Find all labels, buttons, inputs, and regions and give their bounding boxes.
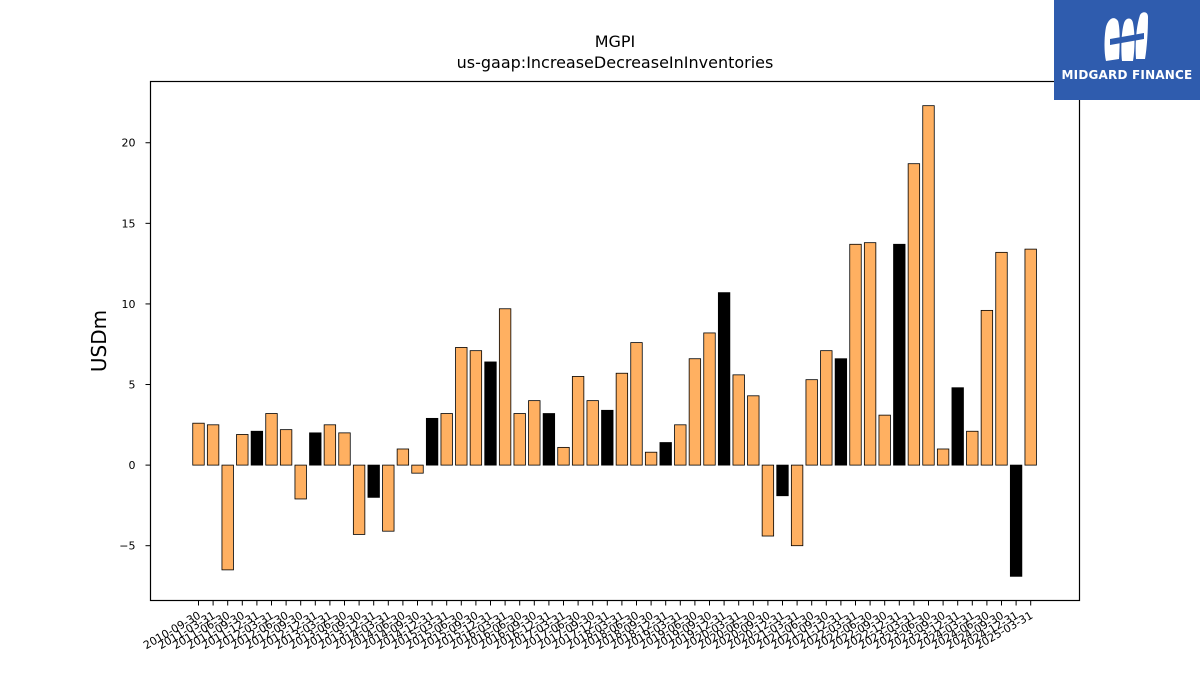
bar-2012-09-30 (294, 464, 307, 500)
bar-2011-09-30 (236, 434, 249, 466)
bar-2013-03-31 (323, 424, 337, 466)
bar-2023-06-30 (922, 105, 935, 466)
bar-2021-03-31 (790, 464, 804, 547)
y-axis: −5 0 5 10 15 20 (119, 137, 151, 553)
bar-2018-06-30 (630, 342, 643, 466)
bar-2023-12-31 (951, 387, 964, 466)
bar-2016-03-31 (498, 308, 512, 466)
bar-2011-12-31 (250, 430, 264, 466)
bar-2020-09-30 (761, 464, 775, 537)
bar-2018-09-30 (644, 451, 658, 466)
bar-2016-09-30 (528, 400, 541, 466)
bar-2021-12-31 (834, 358, 848, 466)
bar-2023-03-31 (907, 163, 921, 466)
bar-2012-03-31 (265, 413, 278, 466)
brand-logo: MIDGARD FINANCE (1054, 0, 1200, 100)
bar-2022-12-31 (893, 243, 906, 466)
bar-2022-06-30 (863, 242, 877, 466)
bar-2015-09-30 (469, 350, 483, 466)
bar-2015-12-31 (484, 361, 497, 466)
bar-2025-03-31 (1024, 248, 1037, 466)
x-axis: 2010-09-302011-03-312011-06-302011-09-30… (141, 600, 1035, 652)
bar-2019-03-31 (674, 424, 687, 466)
bar-2018-12-31 (659, 442, 672, 466)
bar-2013-12-31 (367, 464, 380, 498)
y-tick-label: 20 (122, 137, 136, 150)
bar-2021-09-30 (820, 350, 833, 466)
bar-2014-03-31 (382, 464, 395, 532)
bar-2023-09-30 (936, 448, 950, 466)
y-tick-label: −5 (119, 540, 135, 553)
bar-2011-06-30 (221, 464, 234, 571)
bar-2024-12-31 (1009, 464, 1023, 577)
bar-2019-09-30 (703, 332, 716, 466)
chart-title: MGPI (594, 32, 636, 51)
bar-2013-06-30 (338, 432, 351, 466)
y-tick-label: 5 (129, 379, 136, 392)
bar-2024-06-30 (980, 309, 994, 466)
chart-subtitle: us-gaap:IncreaseDecreaseInInventories (456, 53, 774, 72)
bar-2020-03-31 (732, 374, 745, 466)
bar-2012-06-30 (279, 429, 293, 466)
bar-2013-09-30 (352, 464, 366, 535)
bar-2022-03-31 (849, 243, 862, 466)
bar-2010-09-30 (192, 422, 205, 466)
bar-2016-12-31 (542, 413, 556, 466)
logo-text: MIDGARD FINANCE (1061, 68, 1193, 82)
midgard-logo-icon (1104, 12, 1148, 61)
bar-2016-06-30 (513, 413, 526, 466)
bar-2014-06-30 (396, 448, 410, 466)
bar-2019-12-31 (717, 292, 731, 466)
y-tick-label: 0 (129, 459, 136, 472)
bar-2020-06-30 (747, 395, 760, 466)
bar-2017-12-31 (601, 409, 614, 466)
bar-2019-06-30 (688, 358, 702, 466)
bar-2017-06-30 (571, 376, 585, 466)
bar-2021-06-30 (805, 379, 818, 466)
bar-2014-09-30 (411, 464, 424, 474)
plot-frame (149, 80, 1081, 602)
bar-2017-09-30 (586, 400, 599, 466)
bar-2017-03-31 (557, 446, 570, 466)
bar-2015-06-30 (455, 347, 468, 466)
bar-2024-03-31 (966, 430, 979, 466)
y-axis-label: USDm (87, 310, 111, 372)
y-tick-label: 15 (122, 217, 136, 230)
bar-2024-09-30 (995, 251, 1008, 466)
bar-2020-12-31 (776, 464, 789, 497)
y-tick-label: 10 (122, 298, 136, 311)
bar-2011-03-31 (206, 424, 220, 466)
bar-2012-12-31 (309, 432, 322, 466)
bar-2014-12-31 (425, 417, 439, 466)
bar-2018-03-31 (615, 372, 629, 466)
bar-2015-03-31 (440, 413, 453, 466)
bar-2022-09-30 (878, 414, 891, 466)
bars-layer (192, 105, 1037, 577)
